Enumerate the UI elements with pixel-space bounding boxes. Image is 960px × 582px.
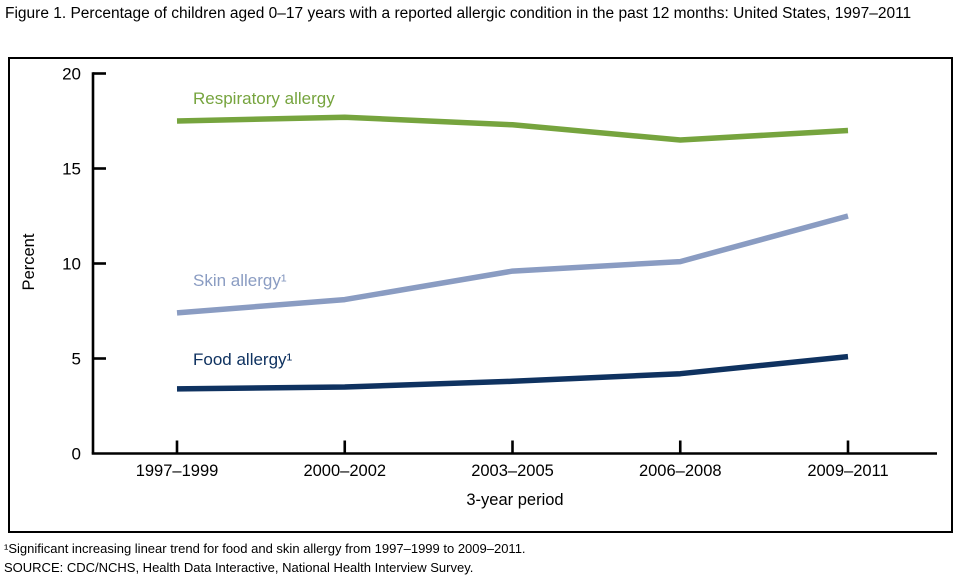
y-tick-label: 5 bbox=[72, 350, 81, 369]
x-tick-label: 1997–1999 bbox=[136, 462, 219, 480]
series-label-respiratory-allergy: Respiratory allergy bbox=[193, 89, 335, 108]
footnote-source: SOURCE: CDC/NCHS, Health Data Interactiv… bbox=[4, 559, 474, 575]
footnote-significance: ¹Significant increasing linear trend for… bbox=[4, 541, 526, 556]
chart-frame: 0 5 10 15 20 1997–1999 2000–2002 2003–2005 2006–… bbox=[8, 57, 953, 533]
y-axis-title: Percent bbox=[20, 233, 38, 290]
y-tick-label: 20 bbox=[62, 65, 81, 84]
allergy-trend-line-chart: 0 5 10 15 20 1997–1999 2000–2002 2003–2005 2006–… bbox=[20, 65, 937, 509]
series-line-respiratory-allergy bbox=[176, 114, 849, 143]
series-label-skin-allergy: Skin allergy¹ bbox=[193, 271, 287, 290]
y-tick-label: 10 bbox=[62, 255, 81, 274]
series-line-skin-allergy bbox=[176, 213, 849, 316]
x-axis-title: 3-year period bbox=[466, 491, 563, 509]
figure-title: Figure 1. Percentage of children aged 0–… bbox=[5, 5, 912, 22]
x-tick-label: 2003–2005 bbox=[471, 462, 554, 480]
series-label-food-allergy: Food allergy¹ bbox=[193, 350, 293, 369]
x-tick-label: 2006–2008 bbox=[639, 462, 722, 480]
footnotes: ¹Significant increasing linear trend for… bbox=[4, 540, 954, 577]
y-tick-label: 15 bbox=[62, 160, 81, 179]
x-tick-label: 2000–2002 bbox=[303, 462, 386, 480]
x-tick-label: 2009–2011 bbox=[807, 462, 888, 480]
series-line-food-allergy bbox=[176, 353, 849, 392]
y-tick-label: 0 bbox=[72, 445, 81, 464]
